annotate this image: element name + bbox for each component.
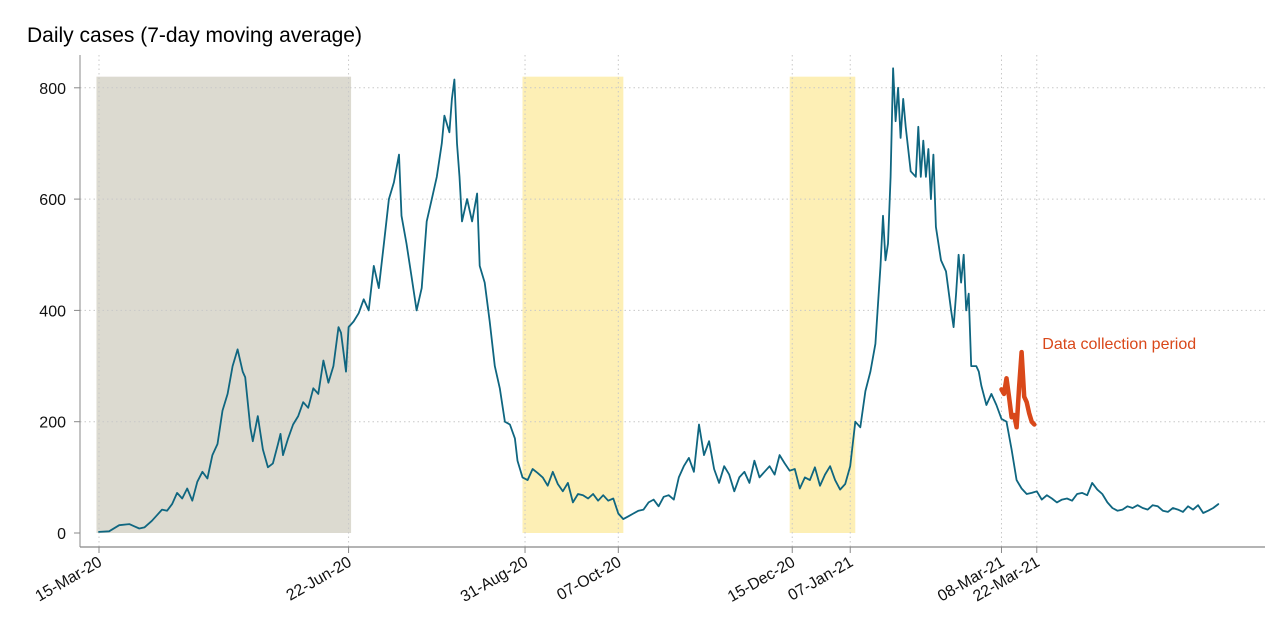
y-tick-label-200: 200 [39, 415, 66, 432]
shaded-periods [96, 76, 856, 534]
y-tick-label-600: 600 [39, 192, 66, 209]
x-tick-label-1: 15-Mar-20 [33, 554, 106, 606]
shaded-period-1 [96, 76, 352, 534]
axes [74, 55, 1265, 553]
grid-lines [80, 55, 1265, 547]
x-tick-label-3: 31-Aug-20 [458, 554, 531, 606]
shaded-period-2 [522, 76, 624, 534]
y-tick-label-0: 0 [57, 526, 66, 543]
x-tick-label-2: 22-Jun-20 [284, 554, 355, 605]
series-line-data-collection [999, 349, 1037, 430]
x-tick-label-4: 07-Oct-20 [554, 554, 624, 604]
series-line-daily-cases [98, 67, 1220, 533]
chart-title: Daily cases (7-day moving average) [27, 24, 362, 47]
annotation-1: Data collection period [1042, 336, 1196, 353]
y-tick-label-800: 800 [39, 81, 66, 98]
series-layer [98, 67, 1220, 533]
y-tick-label-400: 400 [39, 303, 66, 320]
annotations: Data collection period [1042, 336, 1196, 353]
x-tick-label-6: 07-Jan-21 [785, 554, 856, 605]
shaded-period-3 [789, 76, 856, 534]
x-tick-label-5: 15-Dec-20 [725, 554, 798, 606]
